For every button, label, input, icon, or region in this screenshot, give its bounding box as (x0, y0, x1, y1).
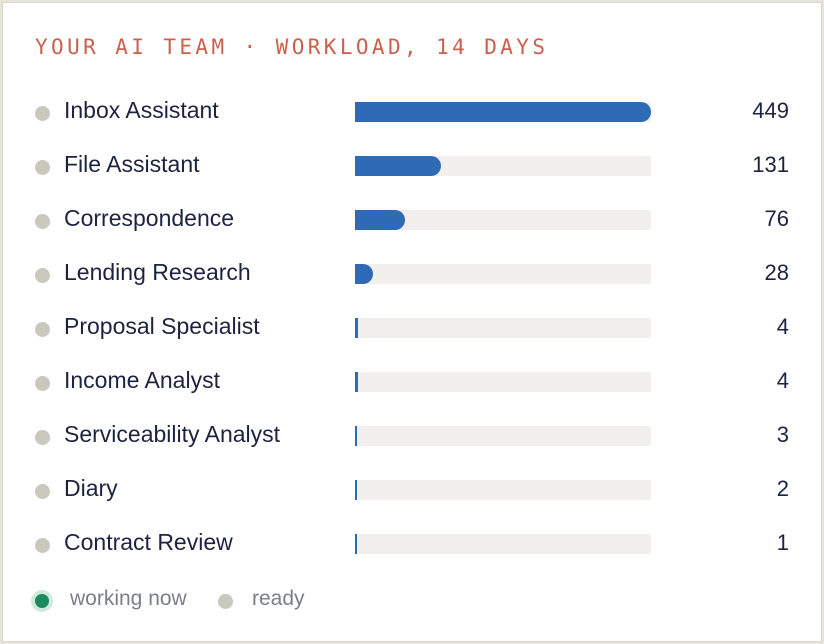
agent-list: Inbox Assistant 449 File Assistant 131 C… (3, 85, 823, 571)
agent-count: 4 (776, 368, 789, 393)
agent-name: Diary (64, 475, 118, 501)
agent-name: Income Analyst (64, 367, 220, 393)
status-dot-icon (35, 322, 50, 337)
workload-bar-fill (355, 318, 358, 338)
status-dot-icon (35, 484, 50, 499)
ready-dot-icon (218, 594, 233, 609)
agent-name: Lending Research (64, 259, 251, 285)
agent-row[interactable]: Proposal Specialist 4 (3, 301, 823, 355)
agent-row[interactable]: Inbox Assistant 449 (3, 85, 823, 139)
agent-count: 28 (764, 260, 789, 285)
status-dot-icon (35, 106, 50, 121)
status-dot-icon (35, 430, 50, 445)
agent-row[interactable]: Serviceability Analyst 3 (3, 409, 823, 463)
agent-row[interactable]: Correspondence 76 (3, 193, 823, 247)
agent-count: 1 (776, 530, 789, 555)
legend-working-label: working now (70, 587, 187, 610)
agent-count: 76 (764, 206, 789, 231)
agent-row[interactable]: Lending Research 28 (3, 247, 823, 301)
workload-bar-track (355, 156, 651, 176)
workload-bar-track (355, 426, 651, 446)
agent-name: Contract Review (64, 529, 233, 555)
working-now-dot-icon (31, 590, 53, 612)
status-legend: working now ready (3, 583, 823, 617)
status-dot-icon (35, 214, 50, 229)
agent-row[interactable]: Contract Review 1 (3, 517, 823, 571)
agent-row[interactable]: File Assistant 131 (3, 139, 823, 193)
workload-bar-fill (355, 210, 405, 230)
agent-name: File Assistant (64, 151, 200, 177)
agent-name: Inbox Assistant (64, 97, 219, 123)
workload-bar-track (355, 102, 651, 122)
workload-bar-fill (355, 264, 373, 284)
status-dot-icon (35, 376, 50, 391)
workload-bar-fill (355, 480, 357, 500)
workload-bar-track (355, 372, 651, 392)
agent-count: 449 (752, 98, 789, 123)
status-dot-icon (35, 538, 50, 553)
workload-bar-fill (355, 534, 357, 554)
workload-bar-track (355, 210, 651, 230)
workload-bar-fill (355, 156, 441, 176)
workload-bar-track (355, 264, 651, 284)
agent-count: 2 (776, 476, 789, 501)
agent-count: 4 (776, 314, 789, 339)
agent-row[interactable]: Income Analyst 4 (3, 355, 823, 409)
agent-name: Proposal Specialist (64, 313, 260, 339)
agent-name: Serviceability Analyst (64, 421, 281, 447)
workload-bar-fill (355, 102, 651, 122)
agent-count: 3 (776, 422, 789, 447)
workload-bar-track (355, 318, 651, 338)
workload-bar-track (355, 480, 651, 500)
agent-row[interactable]: Diary 2 (3, 463, 823, 517)
card-title: YOUR AI TEAM · WORKLOAD, 14 DAYS (35, 35, 549, 59)
status-dot-icon (35, 268, 50, 283)
agent-name: Correspondence (64, 205, 235, 231)
agent-count: 131 (752, 152, 789, 177)
workload-bar-track (355, 534, 651, 554)
workload-bar-fill (355, 372, 358, 392)
legend-ready-label: ready (252, 587, 305, 610)
status-dot-icon (35, 160, 50, 175)
workload-bar-fill (355, 426, 357, 446)
